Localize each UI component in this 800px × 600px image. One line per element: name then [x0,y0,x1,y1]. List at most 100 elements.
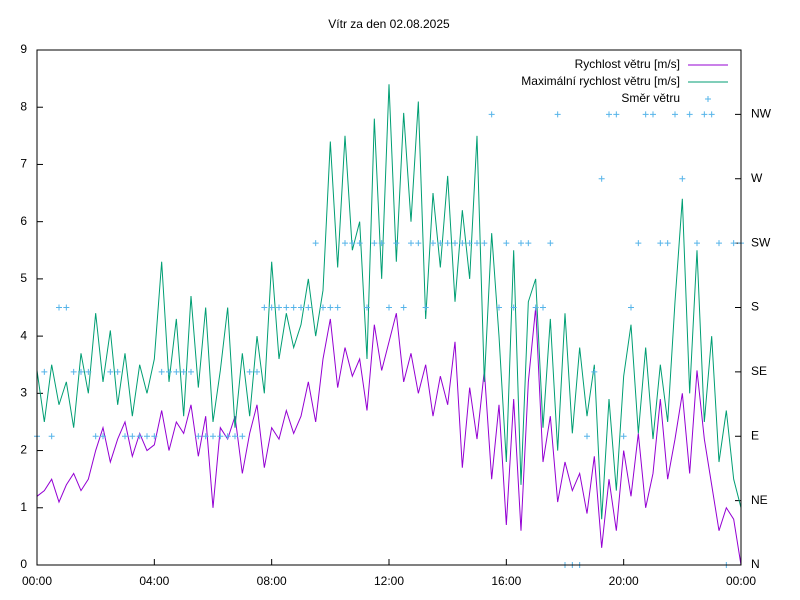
direction-point [393,240,400,247]
direction-point [188,368,194,375]
direction-point [246,368,253,375]
direction-point [261,304,268,311]
direction-point [386,304,392,311]
direction-point [716,240,722,247]
direction-point [730,240,737,247]
direction-point [532,304,539,311]
plot-frame [36,49,742,566]
direction-point [334,304,341,311]
direction-point [56,304,62,311]
direction-point [276,304,282,311]
direction-point [48,433,55,440]
x-tick-label: 08:00 [257,574,287,588]
direction-point [254,368,260,375]
direction-point [488,111,495,118]
direction-point [657,240,664,247]
direction-point [466,240,473,247]
direction-point [650,111,656,118]
y-tick-label: 4 [20,328,27,342]
direction-point [606,111,612,118]
y2-tick-label: NE [751,493,768,507]
direction-point [151,433,158,440]
direction-point [459,240,466,247]
direction-point [63,304,70,311]
direction-point [364,304,370,311]
direction-point [298,304,304,311]
direction-point [510,304,517,311]
y-tick-label: 7 [20,157,27,171]
direction-point [327,304,334,311]
legend-marker [705,96,711,102]
direction-point [224,433,231,440]
direction-point [481,240,488,247]
direction-point [70,368,77,375]
direction-point [129,433,136,440]
direction-point [78,368,84,375]
direction-point [547,240,554,247]
direction-point [136,433,143,440]
direction-point [195,433,202,440]
chart-title: Vítr za den 02.08.2025 [328,17,450,31]
direction-point [415,240,422,247]
direction-point [584,433,590,440]
direction-point [312,240,319,247]
direction-point [100,433,106,440]
direction-point [686,111,693,118]
direction-point [554,111,561,118]
direction-point [268,304,275,311]
x-tick-label: 00:00 [726,574,756,588]
direction-point [540,304,546,311]
direction-point [217,433,224,440]
direction-point [664,240,671,247]
direction-point [642,111,649,118]
direction-point [356,240,363,247]
y2-tick-label: SE [751,364,767,378]
direction-point [158,368,165,375]
direction-point [694,240,700,247]
direction-point [107,368,114,375]
direction-point [144,433,150,440]
direction-point [180,368,187,375]
direction-point [114,368,121,375]
direction-point [701,111,708,118]
direction-point [444,240,451,247]
direction-point [239,433,246,440]
direction-point [378,240,385,247]
direction-point [400,304,407,311]
x-tick-label: 04:00 [139,574,169,588]
direction-point [518,240,524,247]
direction-point [437,240,444,247]
direction-point [41,368,48,375]
series-line [36,84,742,520]
direction-point [166,368,172,375]
direction-point [342,240,348,247]
direction-point [283,304,290,311]
direction-point [371,240,378,247]
direction-point [708,111,715,118]
direction-point [591,368,598,375]
direction-point [290,304,297,311]
x-tick-label: 16:00 [491,574,521,588]
x-tick-label: 20:00 [609,574,639,588]
legend-label: Směr větru [621,91,680,105]
direction-point [496,304,502,311]
direction-point [305,304,312,311]
y-tick-label: 0 [20,557,27,571]
direction-point [525,240,532,247]
direction-point [452,240,458,247]
direction-point [422,304,429,311]
direction-point [430,240,436,247]
y2-tick-label: SW [751,235,771,249]
direction-point [613,111,620,118]
y-tick-label: 8 [20,99,27,113]
direction-point [349,240,356,247]
direction-point [173,368,180,375]
direction-point [598,175,605,182]
y2-tick-label: E [751,428,759,442]
legend-label: Rychlost větru [m/s] [575,57,680,71]
y2-tick-label: W [751,171,763,185]
y-tick-label: 3 [20,386,27,400]
